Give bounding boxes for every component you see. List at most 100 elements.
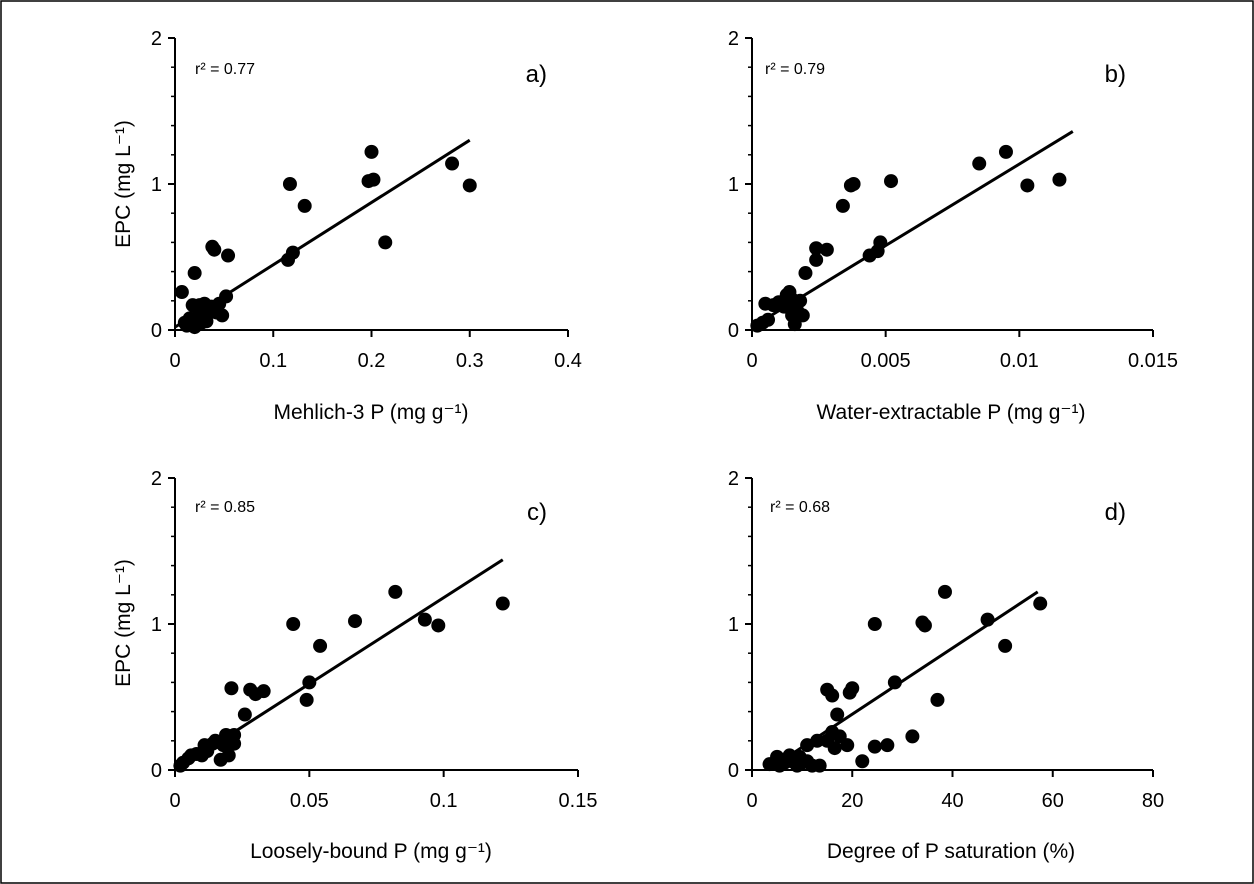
data-point (227, 736, 242, 751)
data-point (809, 252, 824, 267)
data-point (417, 612, 432, 627)
data-point (798, 266, 813, 281)
data-point (937, 584, 952, 599)
data-point (855, 754, 870, 769)
y-tick-label: 2 (728, 28, 739, 50)
data-point (917, 618, 932, 633)
x-tick-label: 0 (746, 790, 757, 812)
data-point (825, 688, 840, 703)
x-tick-label: 0.1 (259, 350, 287, 372)
panel-c-r2-annotation: r² = 0.85 (195, 499, 255, 516)
panel-d-x-axis-label: Degree of P saturation (%) (827, 840, 1075, 863)
panel-c-y-axis-label: EPC (mg L⁻¹) (112, 559, 135, 687)
y-tick-label: 1 (728, 614, 739, 636)
x-tick-label: 0 (169, 790, 180, 812)
data-point (221, 748, 236, 763)
data-point (819, 242, 834, 257)
data-point (884, 174, 899, 189)
x-tick-label: 0.005 (861, 350, 911, 372)
data-point (998, 144, 1013, 159)
y-tick-label: 0 (728, 320, 739, 342)
data-point (348, 614, 363, 629)
data-point (431, 618, 446, 633)
data-point (256, 684, 271, 699)
data-point (187, 266, 202, 281)
y-tick-label: 1 (728, 174, 739, 196)
panel-b-x-axis-label: Water-extractable P (mg g⁻¹) (817, 401, 1086, 424)
x-tick-label: 60 (1042, 790, 1064, 812)
data-point (810, 733, 825, 748)
data-point (793, 293, 808, 308)
y-tick-label: 1 (151, 174, 162, 196)
x-tick-label: 0 (746, 350, 757, 372)
data-point (364, 144, 379, 159)
x-tick-label: 20 (841, 790, 863, 812)
x-tick-label: 0.15 (559, 790, 598, 812)
data-point (867, 617, 882, 631)
y-tick-label: 1 (151, 614, 162, 636)
data-point (795, 308, 810, 323)
data-point (867, 739, 882, 754)
data-point (812, 758, 827, 773)
panel-c-label: c) (527, 499, 547, 526)
data-point (462, 178, 477, 193)
panel-b-marks: 0 1 2 0 0.005 0.01 0.015 (728, 28, 1178, 372)
data-point (840, 738, 855, 753)
x-tick-label: 0.3 (456, 350, 484, 372)
panel-b-r2-annotation: r² = 0.79 (765, 61, 825, 78)
x-tick-label: 80 (1142, 790, 1164, 812)
data-point (297, 198, 312, 213)
data-point (495, 596, 510, 611)
data-point (835, 198, 850, 213)
data-point (313, 638, 328, 653)
data-point (873, 235, 888, 250)
data-point (299, 692, 314, 707)
data-point (224, 681, 239, 696)
data-point (1020, 178, 1035, 193)
panel-c: 0 1 2 0 0.05 0.1 0.15 r² = 0.85 c) Loosely-bou… (112, 468, 597, 863)
data-point (761, 312, 776, 327)
data-point (930, 692, 945, 707)
data-point (366, 172, 381, 187)
panel-c-marks: 0 1 2 0 0.05 0.1 0.15 (151, 468, 598, 812)
data-point (219, 289, 234, 304)
data-point (302, 675, 317, 690)
panel-d-label: d) (1105, 499, 1126, 526)
data-point (237, 707, 252, 722)
data-point (445, 156, 460, 171)
data-point (285, 245, 300, 260)
x-tick-label: 0.01 (1000, 350, 1039, 372)
data-point (221, 248, 236, 263)
y-tick-label: 2 (728, 468, 739, 490)
trendline (751, 130, 1074, 329)
panel-b-label: b) (1105, 61, 1126, 88)
data-point (830, 707, 845, 722)
data-point (378, 235, 393, 250)
data-point (207, 242, 222, 257)
data-point (827, 741, 842, 756)
panel-d-r2-annotation: r² = 0.68 (770, 499, 830, 516)
data-point (1033, 596, 1048, 611)
x-tick-label: 0 (169, 350, 180, 372)
x-tick-label: 0.05 (290, 790, 329, 812)
panel-a-x-axis-label: Mehlich-3 P (mg g⁻¹) (273, 401, 468, 424)
data-point (809, 241, 824, 256)
data-point (845, 681, 860, 696)
x-tick-label: 0.1 (430, 790, 458, 812)
panel-a-label: a) (526, 61, 547, 88)
y-tick-label: 2 (151, 468, 162, 490)
y-tick-label: 0 (151, 320, 162, 342)
x-tick-label: 0.2 (358, 350, 386, 372)
x-tick-label: 40 (941, 790, 963, 812)
data-point (286, 617, 301, 631)
panel-a-r2-annotation: r² = 0.77 (195, 61, 255, 78)
x-tick-label: 0.4 (554, 350, 582, 372)
data-point (887, 675, 902, 690)
y-tick-label: 2 (151, 28, 162, 50)
data-point (846, 177, 861, 191)
data-point (388, 584, 403, 599)
data-point (215, 308, 230, 323)
